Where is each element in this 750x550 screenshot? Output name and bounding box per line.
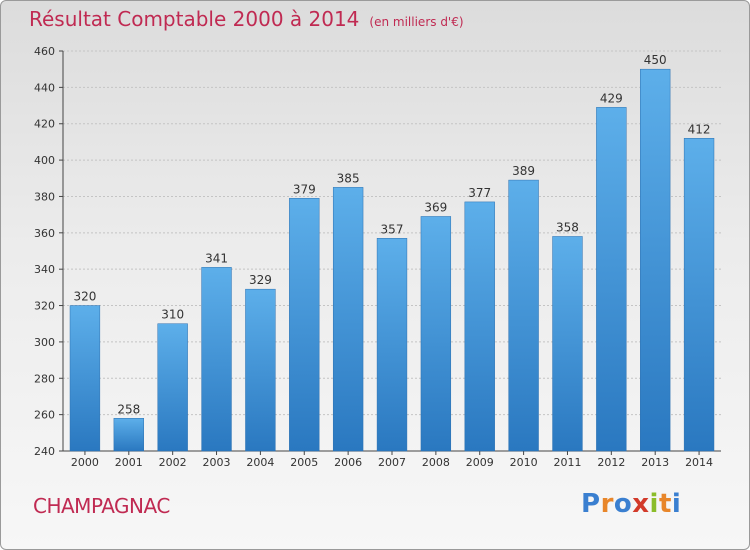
x-tick-label: 2007 <box>378 456 406 469</box>
y-tick-label: 400 <box>34 154 55 167</box>
data-label: 341 <box>205 251 228 265</box>
proxiti-logo: Proxiti <box>581 489 681 519</box>
x-tick-label: 2012 <box>597 456 625 469</box>
x-tick-label: 2013 <box>641 456 669 469</box>
logo-letter: r <box>600 489 614 519</box>
logo-letter: o <box>613 489 633 519</box>
data-label: 358 <box>556 220 579 234</box>
bar <box>332 187 364 452</box>
y-tick-label: 300 <box>34 336 55 349</box>
x-tick-label: 2001 <box>115 456 143 469</box>
y-tick-label: 360 <box>34 227 55 240</box>
x-tick-label: 2004 <box>246 456 274 469</box>
y-tick-label: 240 <box>34 445 55 458</box>
y-tick-label: 320 <box>34 300 55 313</box>
x-tick-label: 2003 <box>203 456 231 469</box>
x-tick-label: 2005 <box>290 456 318 469</box>
data-label: 412 <box>688 122 711 136</box>
data-label: 310 <box>161 308 184 322</box>
x-tick-label: 2010 <box>510 456 538 469</box>
x-tick-label: 2002 <box>159 456 187 469</box>
data-label: 429 <box>600 91 623 105</box>
y-tick-label: 380 <box>34 190 55 203</box>
bar <box>464 201 495 452</box>
x-tick-label: 2006 <box>334 456 362 469</box>
bar <box>596 107 627 452</box>
bar-layer <box>69 68 715 452</box>
bar <box>245 288 276 452</box>
bar <box>640 68 671 452</box>
label-layer: 320 258 310 341 329 379 385 357 369 377 389 358 429 4… <box>73 53 710 416</box>
logo-letter: t <box>658 489 672 519</box>
chart-subtitle: (en milliers d'€) <box>369 15 464 29</box>
y-tick-label: 420 <box>34 118 55 131</box>
y-tick-label: 440 <box>34 81 55 94</box>
data-label: 377 <box>468 186 491 200</box>
y-tick-label: 260 <box>34 409 55 422</box>
data-label: 369 <box>424 200 447 214</box>
data-label: 357 <box>381 222 404 236</box>
x-tick-label: 2014 <box>685 456 713 469</box>
logo-letter: x <box>632 489 650 519</box>
bar <box>157 323 188 452</box>
data-label: 258 <box>117 402 140 416</box>
chart-title-text: Résultat Comptable 2000 à 2014 <box>29 7 360 31</box>
chart-title: Résultat Comptable 2000 à 2014 (en millie… <box>29 7 464 31</box>
bar <box>376 238 408 452</box>
data-label: 379 <box>293 182 316 196</box>
commune-name: CHAMPAGNAC <box>33 494 170 518</box>
data-label: 450 <box>644 53 667 67</box>
bar <box>201 267 232 452</box>
data-label: 320 <box>73 290 96 304</box>
y-tick-label: 460 <box>34 45 55 58</box>
bar <box>508 179 539 452</box>
bar <box>289 198 320 452</box>
data-label: 329 <box>249 273 272 287</box>
y-tick-label: 340 <box>34 263 55 276</box>
y-tick-label: 280 <box>34 372 55 385</box>
data-label: 385 <box>337 171 360 185</box>
x-tick-label: 2008 <box>422 456 450 469</box>
x-tick-label: 2009 <box>466 456 494 469</box>
bar <box>113 418 144 452</box>
bar <box>69 305 101 452</box>
bar <box>683 138 715 452</box>
x-tick-label: 2000 <box>71 456 99 469</box>
x-tick-label: 2011 <box>553 456 581 469</box>
logo-letter: i <box>649 489 659 519</box>
logo-letter: P <box>581 489 601 519</box>
logo-letter: i <box>671 489 682 519</box>
bar <box>420 216 452 452</box>
bar <box>552 236 583 452</box>
data-label: 389 <box>512 164 535 178</box>
